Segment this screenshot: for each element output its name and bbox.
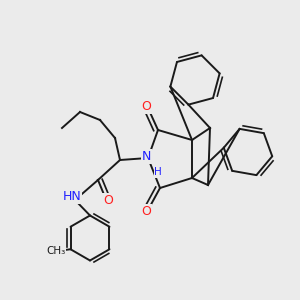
Text: H: H — [154, 167, 162, 177]
Text: CH₃: CH₃ — [46, 246, 65, 256]
Text: O: O — [142, 205, 152, 218]
Text: O: O — [142, 100, 152, 113]
Text: N: N — [142, 150, 151, 163]
Text: O: O — [103, 194, 113, 206]
Text: HN: HN — [63, 190, 81, 203]
